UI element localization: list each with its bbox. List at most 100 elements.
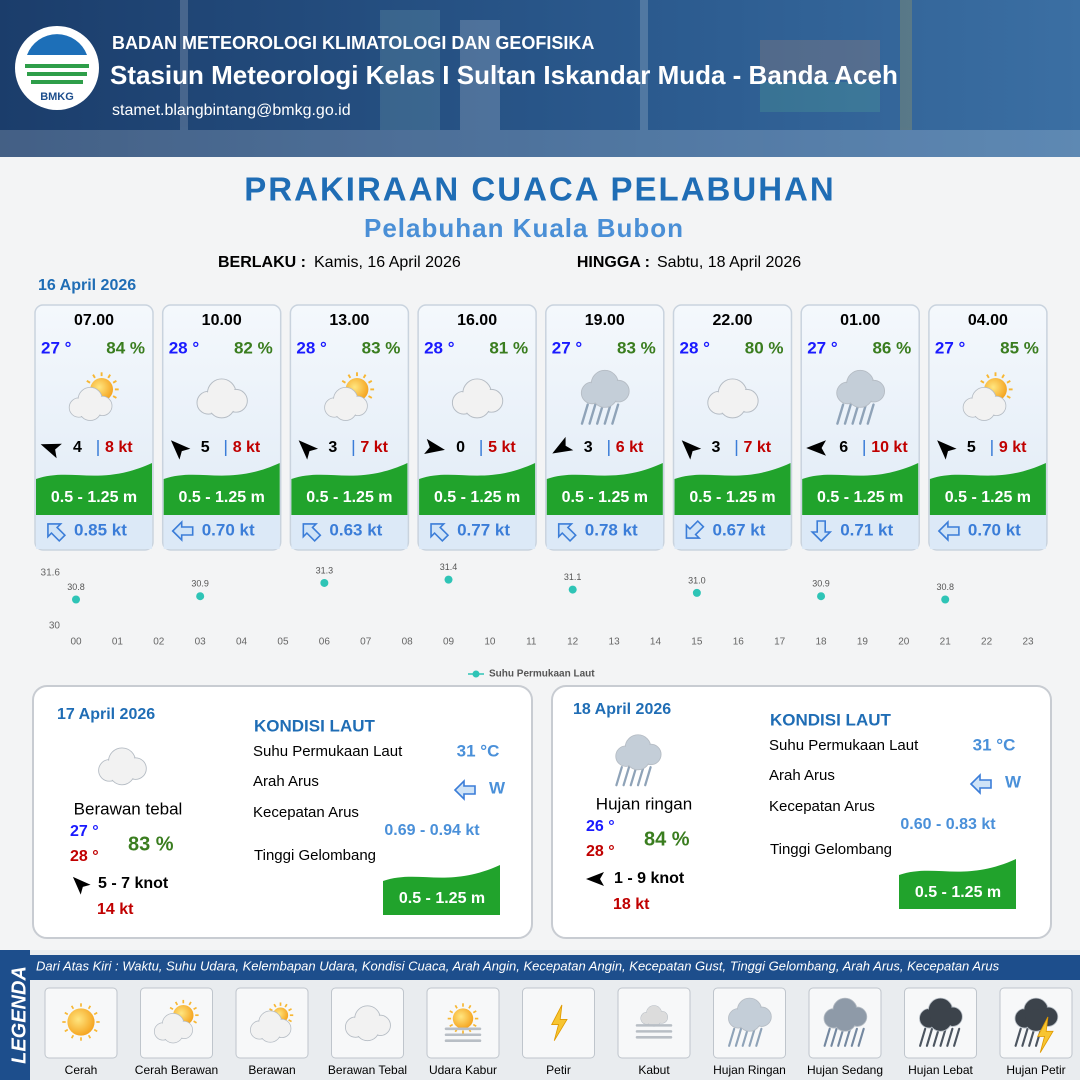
wave-height: 0.5 - 1.25 m xyxy=(945,489,1031,506)
rain xyxy=(636,766,645,787)
cloud-part xyxy=(356,1017,379,1040)
valid-to-label: HINGGA : xyxy=(577,254,650,271)
data-point xyxy=(817,592,826,601)
rain xyxy=(629,766,638,787)
cloud xyxy=(707,378,759,419)
cloud xyxy=(324,386,368,421)
sun-ray xyxy=(64,1028,69,1033)
sun xyxy=(452,1008,474,1029)
cloud xyxy=(196,378,248,419)
value-label: 31.4 xyxy=(440,562,458,572)
rain xyxy=(939,1027,947,1047)
gust: 7 kt xyxy=(744,439,772,456)
legend-item: Hujan Ringan xyxy=(713,1063,786,1077)
time: 13.00 xyxy=(329,312,369,329)
cloud xyxy=(451,378,504,419)
data-point xyxy=(320,578,329,587)
wind-speed: 0 xyxy=(456,439,465,456)
weather-icon xyxy=(451,378,504,419)
sst-label: Suhu Permukaan Laut xyxy=(769,737,919,754)
sun-ray xyxy=(454,1004,458,1009)
x-tick-label: 06 xyxy=(319,637,331,648)
cloud-part xyxy=(930,1009,951,1031)
wave-height: 0.5 - 1.25 m xyxy=(399,890,485,907)
legend-item: Cerah xyxy=(65,1063,98,1077)
x-tick-label: 05 xyxy=(277,637,289,648)
wave-height: 0.5 - 1.25 m xyxy=(915,884,1001,901)
data-point xyxy=(568,585,577,594)
cloud-part xyxy=(720,392,745,417)
sun-ray xyxy=(288,1008,292,1012)
legend-label: Suhu Permukaan Laut xyxy=(489,669,595,680)
x-tick-label: 07 xyxy=(360,637,372,648)
rain xyxy=(622,766,631,787)
time: 04.00 xyxy=(968,312,1008,329)
current-speed: 0.85 kt xyxy=(74,520,127,539)
x-tick-label: 23 xyxy=(1022,637,1034,648)
legend-item: Hujan Lebat xyxy=(908,1063,973,1077)
cloud-part xyxy=(163,1023,183,1043)
rain xyxy=(843,403,852,425)
rain xyxy=(596,403,605,425)
cloud xyxy=(250,1010,292,1043)
time: 07.00 xyxy=(74,312,114,329)
sun-ray xyxy=(980,380,985,384)
cloud xyxy=(68,386,113,421)
wave-height: 0.5 - 1.25 m xyxy=(689,489,775,506)
rain xyxy=(919,1027,927,1047)
current-arrow xyxy=(810,520,833,543)
current-arrow xyxy=(685,519,705,539)
wind-arrow xyxy=(170,440,191,460)
cloud-part xyxy=(739,1009,760,1031)
sun-ray xyxy=(92,374,96,379)
logo-text: BMKG xyxy=(40,91,74,103)
sun-ray xyxy=(449,1023,454,1027)
email: stamet.blangbintang@bmkg.go.id xyxy=(112,102,351,119)
day-panel xyxy=(32,685,533,939)
temperature: 27 ° xyxy=(807,338,838,357)
title: PRAKIRAAN CUACA PELABUHAN xyxy=(244,171,835,208)
time: 16.00 xyxy=(457,312,497,329)
time: 19.00 xyxy=(585,312,625,329)
temp-max: 28 ° xyxy=(70,848,99,865)
sun-ray xyxy=(341,380,346,384)
cloud-part xyxy=(1025,1009,1047,1031)
current-speed: 0.77 kt xyxy=(457,520,510,539)
weather-icon xyxy=(635,1005,673,1039)
sun-ray xyxy=(93,1028,98,1033)
rain xyxy=(925,1027,934,1047)
temperature: 28 ° xyxy=(680,338,711,357)
x-tick-label: 22 xyxy=(981,637,993,648)
wave-hill xyxy=(929,463,1046,515)
rain xyxy=(851,403,860,425)
wind-arrow xyxy=(298,440,319,460)
cloud xyxy=(344,1005,391,1042)
x-tick-label: 18 xyxy=(815,637,827,648)
legend-description-bar xyxy=(30,955,1080,980)
weather-icon xyxy=(1014,997,1059,1053)
legend-item: Cerah Berawan xyxy=(135,1063,218,1077)
sun-ray xyxy=(193,1006,197,1010)
current-speed: 0.63 kt xyxy=(329,520,382,539)
wind-arrow xyxy=(40,443,62,459)
wind-arrow xyxy=(806,440,826,456)
temperature: 27 ° xyxy=(552,338,583,357)
wave-hill xyxy=(36,463,152,515)
rain xyxy=(850,1027,858,1047)
wind-speed: 5 xyxy=(967,439,976,456)
temp-min: 27 ° xyxy=(70,823,99,840)
current-speed: 0.70 kt xyxy=(968,520,1021,539)
condition: Hujan ringan xyxy=(596,794,692,813)
time: 01.00 xyxy=(840,312,880,329)
sun-ray xyxy=(87,1034,92,1039)
legend-strip xyxy=(0,950,30,1080)
valid-from: Kamis, 16 April 2026 xyxy=(314,254,461,271)
cloud-part xyxy=(335,398,357,420)
sun-ray xyxy=(347,374,352,379)
humidity: 81 % xyxy=(489,338,528,357)
current-arrow xyxy=(430,523,450,543)
weather-icon xyxy=(615,734,662,787)
rain xyxy=(859,403,868,425)
rain xyxy=(588,403,597,425)
rain xyxy=(728,1027,736,1047)
